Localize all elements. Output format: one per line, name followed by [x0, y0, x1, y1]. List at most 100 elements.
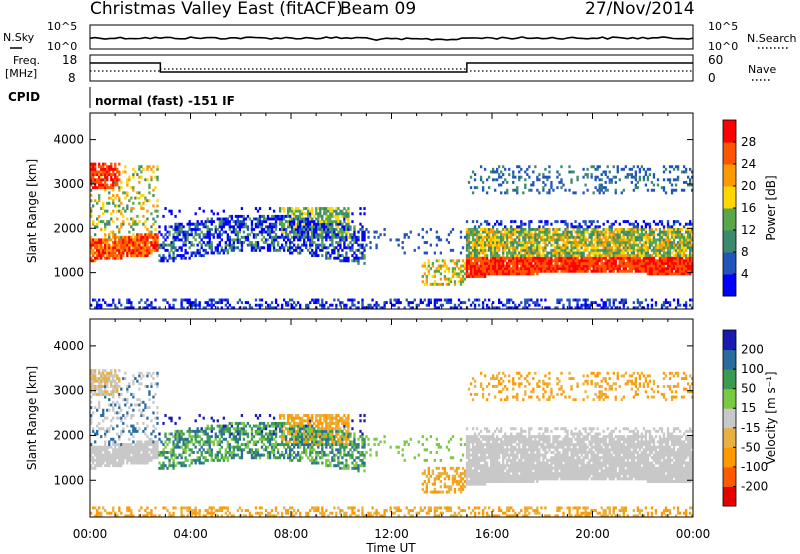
power-cell — [522, 222, 525, 226]
power-cell — [276, 217, 280, 221]
power-cell — [100, 238, 103, 242]
power-cell — [188, 227, 191, 231]
power-cell — [678, 243, 682, 247]
power-cell — [114, 173, 117, 177]
power-cell — [528, 238, 531, 242]
power-cell — [608, 261, 611, 265]
velocity-cell — [106, 429, 109, 433]
power-cell — [130, 248, 133, 252]
power-cell — [291, 212, 294, 216]
power-cell — [614, 251, 617, 255]
velocity-cell — [104, 416, 107, 420]
power-cell — [435, 235, 439, 239]
power-cell — [353, 227, 356, 231]
power-cell — [451, 306, 455, 310]
power-cell — [272, 217, 276, 221]
power-cell — [612, 241, 615, 244]
power-y-label: Slant Range [km] — [25, 159, 39, 263]
power-cell — [477, 275, 481, 278]
velocity-cell — [90, 464, 93, 468]
power-cell — [329, 212, 332, 216]
power-cell — [676, 259, 680, 263]
power-cell — [359, 227, 362, 231]
power-cell — [228, 227, 231, 231]
power-cell — [516, 272, 519, 276]
power-cell — [120, 254, 123, 258]
velocity-cell — [90, 414, 93, 417]
velocity-cell — [92, 461, 95, 465]
power-cell — [473, 246, 477, 250]
power-cell — [526, 306, 529, 310]
power-cell — [132, 173, 135, 177]
power-cell — [112, 256, 115, 260]
power-cell — [118, 254, 121, 258]
power-cell — [594, 175, 597, 179]
power-cell — [216, 212, 219, 216]
power-cell — [648, 243, 652, 247]
power-cell — [532, 243, 535, 247]
power-cell — [642, 264, 646, 268]
power-cell — [317, 214, 320, 218]
power-cell — [100, 170, 103, 174]
power-cell — [604, 238, 607, 242]
power-cell — [297, 227, 300, 231]
power-cell — [494, 230, 497, 234]
power-cell — [339, 259, 342, 263]
power-cell — [226, 233, 229, 237]
power-cell — [172, 238, 175, 242]
power-cell — [234, 227, 238, 231]
power-cell — [299, 209, 302, 213]
velocity-cell — [102, 414, 105, 417]
power-cell — [144, 251, 147, 255]
power-cell — [556, 301, 559, 305]
power-cell — [676, 167, 680, 171]
velocity-cell — [106, 392, 109, 396]
power-cell — [114, 241, 117, 244]
power-cell — [96, 170, 99, 174]
power-cell — [116, 180, 119, 184]
power-cell — [612, 165, 615, 169]
power-cell — [138, 306, 141, 310]
y-tick-label: 1000 — [53, 266, 84, 280]
power-cell — [258, 230, 262, 234]
power-cell — [457, 267, 461, 271]
power-cell — [672, 261, 676, 265]
power-cell — [622, 241, 625, 244]
power-cell — [232, 243, 236, 247]
power-cell — [646, 238, 650, 242]
power-cell — [363, 212, 366, 216]
power-cell — [618, 254, 621, 258]
power-cell — [514, 269, 517, 273]
power-cell — [278, 217, 282, 221]
power-cell — [345, 222, 348, 226]
power-cell — [636, 225, 640, 229]
power-cell — [584, 243, 587, 247]
power-cell — [321, 298, 324, 302]
power-cell — [216, 248, 219, 252]
power-cell — [313, 298, 316, 302]
power-cell — [126, 235, 129, 239]
power-cell — [359, 256, 362, 260]
power-cell — [112, 233, 115, 237]
power-cell — [293, 209, 296, 213]
power-cell — [154, 175, 157, 179]
power-cell — [234, 238, 238, 242]
power-cell — [674, 165, 678, 169]
power-cell — [664, 230, 668, 234]
power-cell — [178, 233, 181, 237]
power-cell — [610, 248, 613, 252]
power-cell — [556, 170, 559, 174]
power-cell — [126, 194, 129, 197]
power-cell — [138, 248, 141, 252]
power-cell — [562, 256, 565, 260]
power-cell — [528, 254, 531, 258]
power-cell — [542, 238, 545, 242]
power-cell — [192, 303, 195, 307]
power-cell — [461, 275, 465, 278]
power-cell — [520, 301, 523, 305]
velocity-cell — [112, 453, 115, 457]
power-cell — [331, 222, 334, 226]
power-cell — [520, 248, 523, 252]
power-cell — [118, 241, 121, 244]
power-cell — [580, 230, 583, 234]
